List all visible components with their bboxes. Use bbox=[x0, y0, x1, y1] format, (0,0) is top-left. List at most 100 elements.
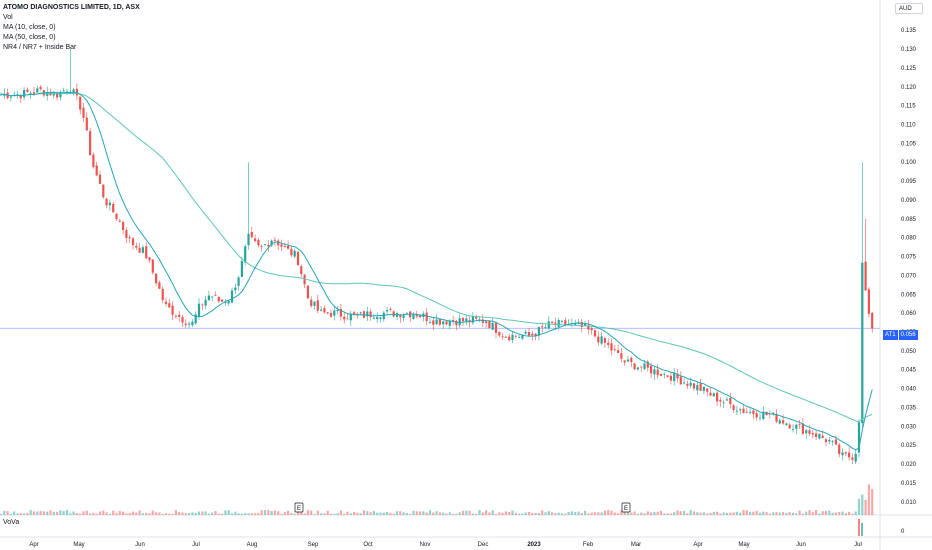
volume-bar bbox=[79, 513, 82, 515]
candle-body bbox=[419, 314, 422, 317]
currency-selector[interactable]: AUD bbox=[895, 3, 923, 14]
volume-bar bbox=[511, 510, 514, 515]
volume-bar bbox=[610, 510, 613, 515]
volume-bar bbox=[125, 513, 128, 515]
candle-body bbox=[633, 363, 636, 370]
earnings-marker[interactable] bbox=[621, 502, 631, 513]
candle-body bbox=[729, 398, 732, 404]
candle-body bbox=[389, 309, 392, 310]
candle-body bbox=[838, 444, 841, 455]
volume-bar bbox=[623, 512, 626, 515]
volume-bar bbox=[227, 510, 230, 515]
candle-body bbox=[148, 257, 151, 261]
y-tick-label: 0.080 bbox=[901, 236, 917, 242]
candle-body bbox=[234, 287, 237, 291]
volume-bar bbox=[290, 513, 293, 515]
candle-body bbox=[128, 237, 131, 239]
candle-body bbox=[39, 86, 42, 90]
volume-bar bbox=[514, 512, 517, 515]
candle-body bbox=[461, 318, 465, 322]
candle-body bbox=[613, 349, 616, 351]
candle-body bbox=[732, 405, 735, 410]
volume-bar bbox=[65, 510, 69, 515]
volume-bar bbox=[603, 510, 606, 515]
volume-bar bbox=[405, 512, 408, 515]
volume-bar bbox=[521, 513, 524, 515]
volume-bar bbox=[392, 513, 395, 515]
candle-body bbox=[131, 238, 135, 246]
y-tick-label: 0.120 bbox=[901, 85, 917, 91]
x-tick-label: Mar bbox=[631, 542, 641, 548]
volume-bar bbox=[72, 511, 75, 515]
candle-body bbox=[105, 198, 108, 206]
candle-body bbox=[85, 117, 88, 131]
volume-bar bbox=[6, 511, 9, 515]
candle-body bbox=[739, 409, 742, 411]
volume-bar bbox=[382, 512, 385, 515]
candle-body bbox=[485, 321, 488, 323]
candle-body bbox=[211, 296, 214, 298]
volume-bar bbox=[669, 513, 672, 515]
candle-body bbox=[673, 372, 676, 382]
candle-body bbox=[102, 184, 105, 198]
volume-bar bbox=[425, 512, 428, 515]
y-tick-label: 0.040 bbox=[901, 387, 917, 393]
candle-body bbox=[626, 359, 630, 362]
candle-body bbox=[557, 320, 560, 327]
volume-bar bbox=[197, 511, 201, 515]
candle-body bbox=[273, 239, 276, 241]
candle-body bbox=[346, 318, 349, 320]
legend-ma10[interactable]: MA (10, close, 0) bbox=[3, 24, 56, 31]
volume-bar bbox=[821, 511, 824, 515]
candle-body bbox=[841, 452, 844, 456]
candle-body bbox=[280, 244, 283, 247]
candle-body bbox=[151, 259, 154, 273]
vova-bar bbox=[858, 519, 860, 536]
volume-bar bbox=[422, 511, 425, 515]
volume-bar bbox=[49, 510, 52, 515]
candle-body bbox=[758, 417, 762, 419]
candle-body bbox=[861, 262, 864, 424]
candle-body bbox=[623, 360, 626, 363]
volume-bar bbox=[683, 510, 686, 515]
candle-body bbox=[831, 441, 834, 442]
candle-body bbox=[155, 273, 158, 284]
candle-body bbox=[494, 323, 498, 333]
volume-bar bbox=[544, 512, 547, 515]
candle-body bbox=[323, 308, 326, 313]
volume-bar bbox=[428, 510, 432, 515]
candle-body bbox=[174, 315, 177, 317]
candle-body bbox=[584, 323, 587, 326]
candle-body bbox=[527, 332, 531, 336]
volume-bar bbox=[465, 510, 468, 515]
volume-bar bbox=[329, 513, 333, 515]
volume-bar bbox=[646, 511, 649, 515]
candle-body bbox=[541, 326, 544, 328]
volume-bar bbox=[742, 510, 745, 515]
volume-bar bbox=[240, 513, 243, 515]
candle-body bbox=[118, 220, 121, 222]
volume-bar bbox=[811, 512, 814, 515]
volume-bar bbox=[230, 513, 234, 515]
candle-body bbox=[478, 319, 481, 321]
volume-bar bbox=[3, 510, 6, 515]
volume-bar bbox=[758, 512, 762, 515]
volume-bar bbox=[791, 512, 795, 515]
legend-ma50[interactable]: MA (50, close, 0) bbox=[3, 34, 56, 41]
volume-bar bbox=[59, 510, 62, 515]
candle-body bbox=[376, 317, 379, 320]
volume-bar bbox=[158, 512, 161, 515]
candle-body bbox=[577, 322, 580, 324]
volume-bar bbox=[854, 511, 857, 515]
candle-body bbox=[26, 89, 29, 93]
last-price-symbol: AT1 bbox=[883, 330, 898, 340]
legend-nr-indicator[interactable]: NR4 / NR7 + Inside Bar bbox=[3, 44, 77, 51]
volume-bar bbox=[749, 511, 752, 515]
earnings-marker[interactable] bbox=[294, 502, 304, 513]
volume-bar bbox=[306, 510, 309, 515]
candle-body bbox=[531, 333, 534, 336]
candle-body bbox=[125, 230, 128, 238]
legend-volume[interactable]: Vol bbox=[3, 14, 13, 21]
volume-bars bbox=[0, 484, 874, 515]
